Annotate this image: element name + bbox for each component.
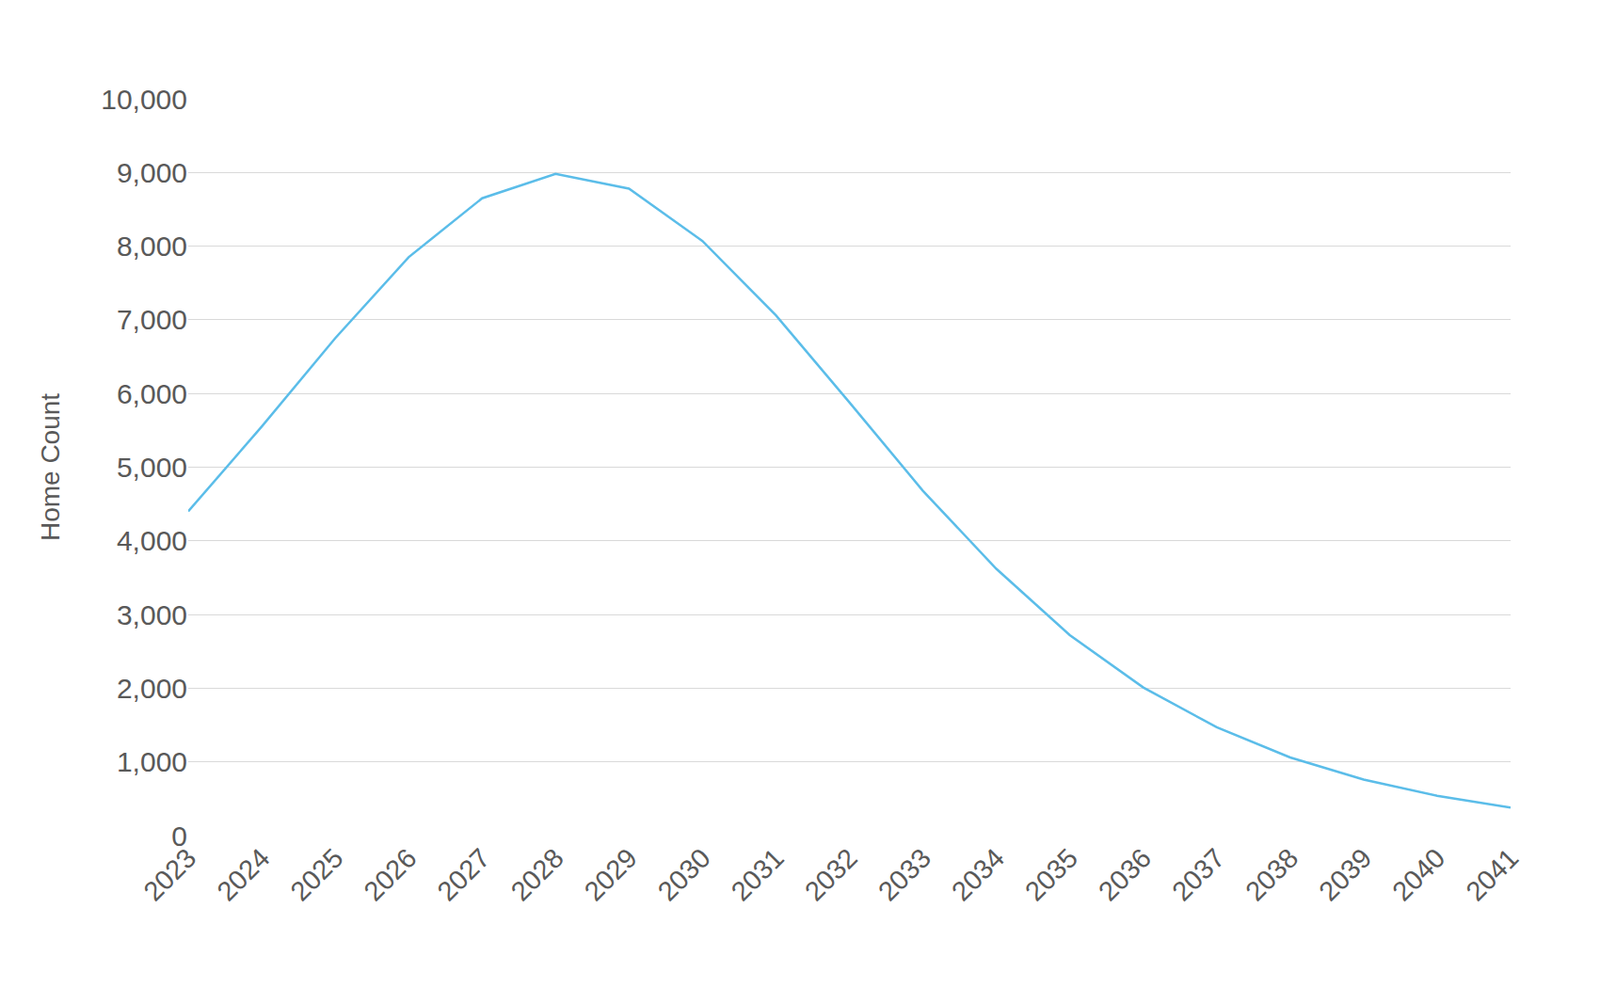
svg-text:2029: 2029: [578, 842, 643, 907]
svg-text:4,000: 4,000: [116, 525, 188, 557]
svg-text:2035: 2035: [1019, 842, 1084, 907]
svg-text:2026: 2026: [357, 842, 422, 907]
svg-text:0: 0: [171, 820, 188, 852]
svg-text:2027: 2027: [431, 842, 496, 907]
svg-text:2,000: 2,000: [116, 672, 188, 704]
svg-text:5,000: 5,000: [116, 451, 188, 483]
svg-text:2031: 2031: [725, 842, 790, 907]
svg-text:2041: 2041: [1459, 842, 1524, 907]
svg-text:2030: 2030: [652, 842, 717, 907]
svg-text:2032: 2032: [799, 842, 864, 907]
svg-text:2040: 2040: [1386, 842, 1451, 907]
svg-text:9,000: 9,000: [116, 157, 188, 189]
svg-text:6,000: 6,000: [116, 378, 188, 410]
svg-text:Home Count: Home Count: [35, 393, 65, 542]
svg-text:2023: 2023: [137, 842, 202, 907]
svg-text:7,000: 7,000: [116, 304, 188, 336]
svg-text:2036: 2036: [1092, 842, 1157, 907]
svg-text:2039: 2039: [1312, 842, 1377, 907]
svg-text:2034: 2034: [945, 842, 1010, 907]
svg-text:2038: 2038: [1239, 842, 1304, 907]
svg-text:1,000: 1,000: [116, 746, 188, 778]
svg-text:2025: 2025: [284, 842, 349, 907]
svg-text:8,000: 8,000: [116, 230, 188, 262]
svg-text:2028: 2028: [505, 842, 570, 907]
svg-text:2024: 2024: [210, 842, 275, 907]
svg-text:2037: 2037: [1166, 842, 1231, 907]
svg-text:10,000: 10,000: [100, 83, 188, 115]
svg-text:2033: 2033: [872, 842, 937, 907]
svg-text:3,000: 3,000: [116, 599, 188, 631]
